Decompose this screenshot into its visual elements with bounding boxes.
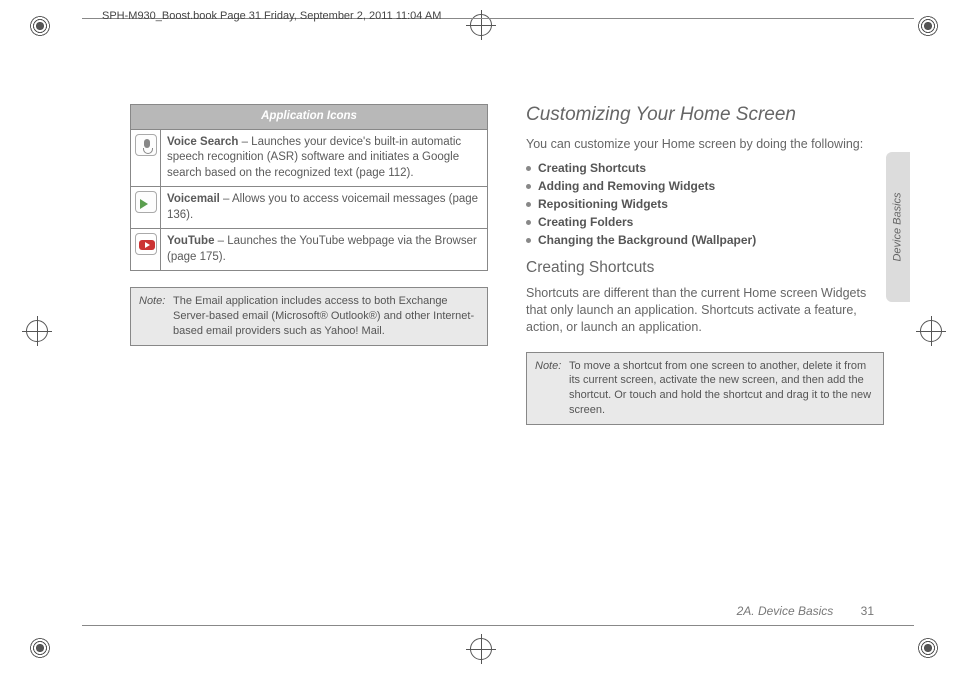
registration-mark-icon bbox=[918, 638, 938, 658]
voice-search-icon bbox=[135, 134, 157, 156]
table-row: YouTube – Launches the YouTube webpage v… bbox=[131, 229, 488, 271]
right-column: Customizing Your Home Screen You can cus… bbox=[526, 104, 884, 425]
table-cell: YouTube – Launches the YouTube webpage v… bbox=[161, 229, 488, 271]
paragraph: Shortcuts are different than the current… bbox=[526, 285, 884, 336]
page-number: 31 bbox=[861, 604, 874, 618]
footer-section: 2A. Device Basics bbox=[737, 604, 834, 618]
side-tab: Device Basics bbox=[886, 152, 910, 302]
voicemail-icon bbox=[135, 191, 157, 213]
note-box: Note: The Email application includes acc… bbox=[130, 287, 488, 346]
table-cell: Voicemail – Allows you to access voicema… bbox=[161, 187, 488, 229]
page-footer: 2A. Device Basics 31 bbox=[0, 604, 874, 618]
crop-target-icon bbox=[470, 638, 492, 660]
section-title: Customizing Your Home Screen bbox=[526, 104, 884, 126]
subsection-title: Creating Shortcuts bbox=[526, 259, 884, 277]
app-desc: – Launches the YouTube webpage via the B… bbox=[167, 235, 477, 263]
registration-mark-icon bbox=[918, 16, 938, 36]
note-label: Note: bbox=[535, 359, 569, 418]
list-item: Changing the Background (Wallpaper) bbox=[526, 231, 884, 249]
table-row: Voicemail – Allows you to access voicema… bbox=[131, 187, 488, 229]
table-header: Application Icons bbox=[131, 105, 488, 130]
list-item: Creating Shortcuts bbox=[526, 159, 884, 177]
note-label: Note: bbox=[139, 294, 173, 339]
note-text: To move a shortcut from one screen to an… bbox=[569, 359, 875, 418]
application-icons-table: Application Icons Voice Search – Launche… bbox=[130, 104, 488, 271]
registration-mark-icon bbox=[30, 638, 50, 658]
page-header: SPH-M930_Boost.book Page 31 Friday, Sept… bbox=[102, 10, 441, 22]
crop-target-icon bbox=[26, 320, 48, 342]
bullet-list: Creating Shortcuts Adding and Removing W… bbox=[526, 159, 884, 249]
note-box: Note: To move a shortcut from one screen… bbox=[526, 352, 884, 425]
list-item: Adding and Removing Widgets bbox=[526, 177, 884, 195]
list-item: Creating Folders bbox=[526, 213, 884, 231]
youtube-icon bbox=[135, 233, 157, 255]
page-content: Application Icons Voice Search – Launche… bbox=[130, 104, 884, 425]
note-text: The Email application includes access to… bbox=[173, 294, 479, 339]
left-column: Application Icons Voice Search – Launche… bbox=[130, 104, 488, 425]
intro-text: You can customize your Home screen by do… bbox=[526, 136, 884, 153]
table-cell: Voice Search – Launches your device's bu… bbox=[161, 129, 488, 187]
table-row: Voice Search – Launches your device's bu… bbox=[131, 129, 488, 187]
app-name: Voice Search bbox=[167, 136, 238, 148]
app-name: Voicemail bbox=[167, 193, 220, 205]
app-name: YouTube bbox=[167, 235, 214, 247]
list-item: Repositioning Widgets bbox=[526, 195, 884, 213]
registration-mark-icon bbox=[30, 16, 50, 36]
side-tab-label: Device Basics bbox=[892, 192, 904, 261]
crop-target-icon bbox=[920, 320, 942, 342]
